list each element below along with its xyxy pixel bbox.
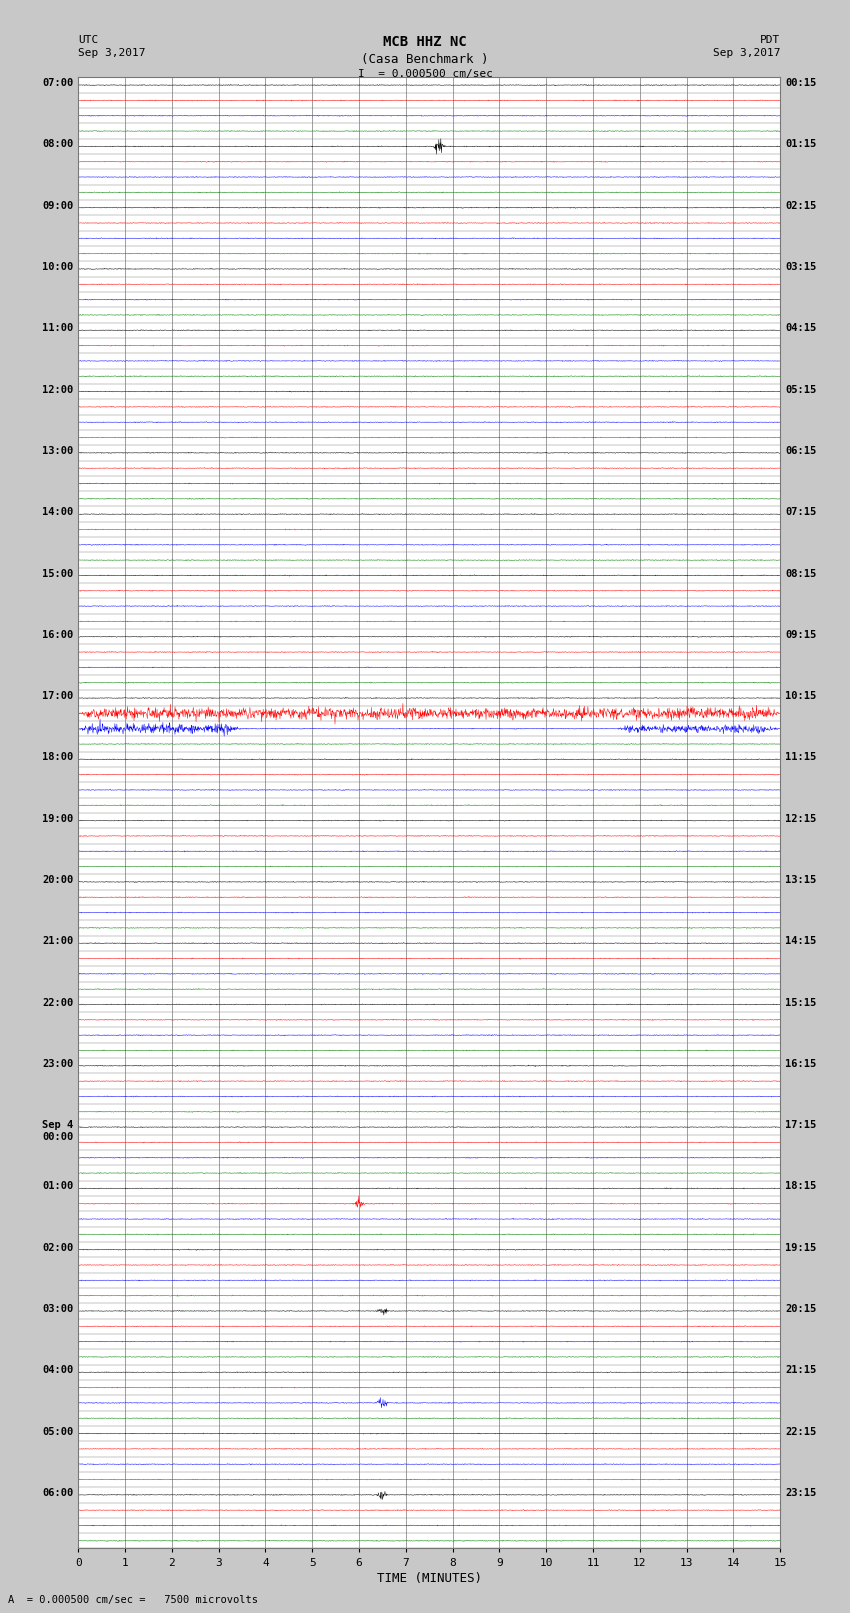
Text: 19:00: 19:00 bbox=[42, 813, 73, 824]
Text: 04:15: 04:15 bbox=[785, 323, 817, 334]
X-axis label: TIME (MINUTES): TIME (MINUTES) bbox=[377, 1571, 482, 1584]
Text: 11:15: 11:15 bbox=[785, 752, 817, 763]
Text: 04:00: 04:00 bbox=[42, 1365, 73, 1376]
Text: 12:15: 12:15 bbox=[785, 813, 817, 824]
Text: 06:15: 06:15 bbox=[785, 445, 817, 456]
Text: Sep 3,2017: Sep 3,2017 bbox=[78, 48, 145, 58]
Text: UTC: UTC bbox=[78, 35, 99, 45]
Text: 06:00: 06:00 bbox=[42, 1487, 73, 1498]
Text: 00:00: 00:00 bbox=[42, 1132, 73, 1142]
Text: 09:00: 09:00 bbox=[42, 200, 73, 211]
Text: 16:00: 16:00 bbox=[42, 629, 73, 640]
Text: 17:15: 17:15 bbox=[785, 1119, 817, 1131]
Text: 20:00: 20:00 bbox=[42, 874, 73, 886]
Text: 15:15: 15:15 bbox=[785, 997, 817, 1008]
Text: 08:00: 08:00 bbox=[42, 139, 73, 150]
Text: 22:00: 22:00 bbox=[42, 997, 73, 1008]
Text: 11:00: 11:00 bbox=[42, 323, 73, 334]
Text: 13:00: 13:00 bbox=[42, 445, 73, 456]
Text: 09:15: 09:15 bbox=[785, 629, 817, 640]
Text: 14:00: 14:00 bbox=[42, 506, 73, 518]
Text: 10:15: 10:15 bbox=[785, 690, 817, 702]
Text: 19:15: 19:15 bbox=[785, 1242, 817, 1253]
Text: 14:15: 14:15 bbox=[785, 936, 817, 947]
Text: 18:00: 18:00 bbox=[42, 752, 73, 763]
Text: 01:00: 01:00 bbox=[42, 1181, 73, 1192]
Text: 15:00: 15:00 bbox=[42, 568, 73, 579]
Text: 07:00: 07:00 bbox=[42, 77, 73, 89]
Text: 08:15: 08:15 bbox=[785, 568, 817, 579]
Text: MCB HHZ NC: MCB HHZ NC bbox=[383, 35, 467, 50]
Text: 21:15: 21:15 bbox=[785, 1365, 817, 1376]
Text: 00:15: 00:15 bbox=[785, 77, 817, 89]
Text: PDT: PDT bbox=[760, 35, 780, 45]
Text: 10:00: 10:00 bbox=[42, 261, 73, 273]
Text: 12:00: 12:00 bbox=[42, 384, 73, 395]
Text: 23:00: 23:00 bbox=[42, 1058, 73, 1069]
Text: 03:00: 03:00 bbox=[42, 1303, 73, 1315]
Text: 01:15: 01:15 bbox=[785, 139, 817, 150]
Text: 23:15: 23:15 bbox=[785, 1487, 817, 1498]
Text: 03:15: 03:15 bbox=[785, 261, 817, 273]
Text: 02:15: 02:15 bbox=[785, 200, 817, 211]
Text: Sep 4: Sep 4 bbox=[42, 1119, 73, 1131]
Text: 17:00: 17:00 bbox=[42, 690, 73, 702]
Text: 20:15: 20:15 bbox=[785, 1303, 817, 1315]
Text: 13:15: 13:15 bbox=[785, 874, 817, 886]
Text: 21:00: 21:00 bbox=[42, 936, 73, 947]
Text: 18:15: 18:15 bbox=[785, 1181, 817, 1192]
Text: 02:00: 02:00 bbox=[42, 1242, 73, 1253]
Text: 07:15: 07:15 bbox=[785, 506, 817, 518]
Text: Sep 3,2017: Sep 3,2017 bbox=[713, 48, 780, 58]
Text: A  = 0.000500 cm/sec =   7500 microvolts: A = 0.000500 cm/sec = 7500 microvolts bbox=[8, 1595, 258, 1605]
Text: 05:15: 05:15 bbox=[785, 384, 817, 395]
Text: (Casa Benchmark ): (Casa Benchmark ) bbox=[361, 53, 489, 66]
Text: 22:15: 22:15 bbox=[785, 1426, 817, 1437]
Text: 16:15: 16:15 bbox=[785, 1058, 817, 1069]
Text: I  = 0.000500 cm/sec: I = 0.000500 cm/sec bbox=[358, 69, 492, 79]
Text: 05:00: 05:00 bbox=[42, 1426, 73, 1437]
